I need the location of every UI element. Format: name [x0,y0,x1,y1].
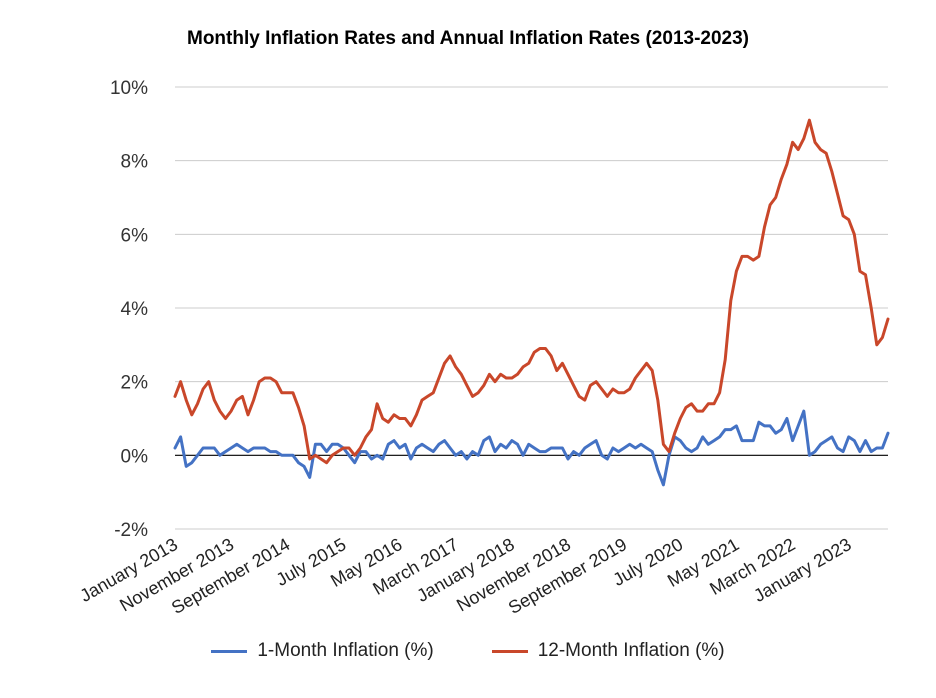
y-tick-label: 0% [121,446,149,467]
legend-swatch-1-month [211,649,248,653]
legend: 1-Month Inflation (%) 12-Month Inflation… [0,640,936,662]
y-axis-ticks: 10% 8% 6% 4% 2% 0% -2% [110,78,148,541]
legend-label-12-month: 12-Month Inflation (%) [537,640,725,661]
y-tick-label: 2% [121,373,149,394]
legend-item-1-month[interactable]: 1-Month Inflation (%) [211,640,434,662]
legend-label-1-month: 1-Month Inflation (%) [257,640,434,661]
gridlines [175,86,888,530]
y-tick-label: 10% [110,78,148,99]
series-line-12-month [173,118,890,465]
y-tick-label: -2% [114,520,148,541]
legend-item-12-month[interactable]: 12-Month Inflation (%) [491,640,725,662]
legend-swatch-12-month [491,649,528,653]
y-tick-label: 4% [121,299,149,320]
y-tick-label: 8% [121,152,149,173]
chart-title: Monthly Inflation Rates and Annual Infla… [187,28,749,49]
series-line-1-month [173,409,890,487]
series-lines [173,118,890,487]
y-tick-label: 6% [121,225,149,246]
